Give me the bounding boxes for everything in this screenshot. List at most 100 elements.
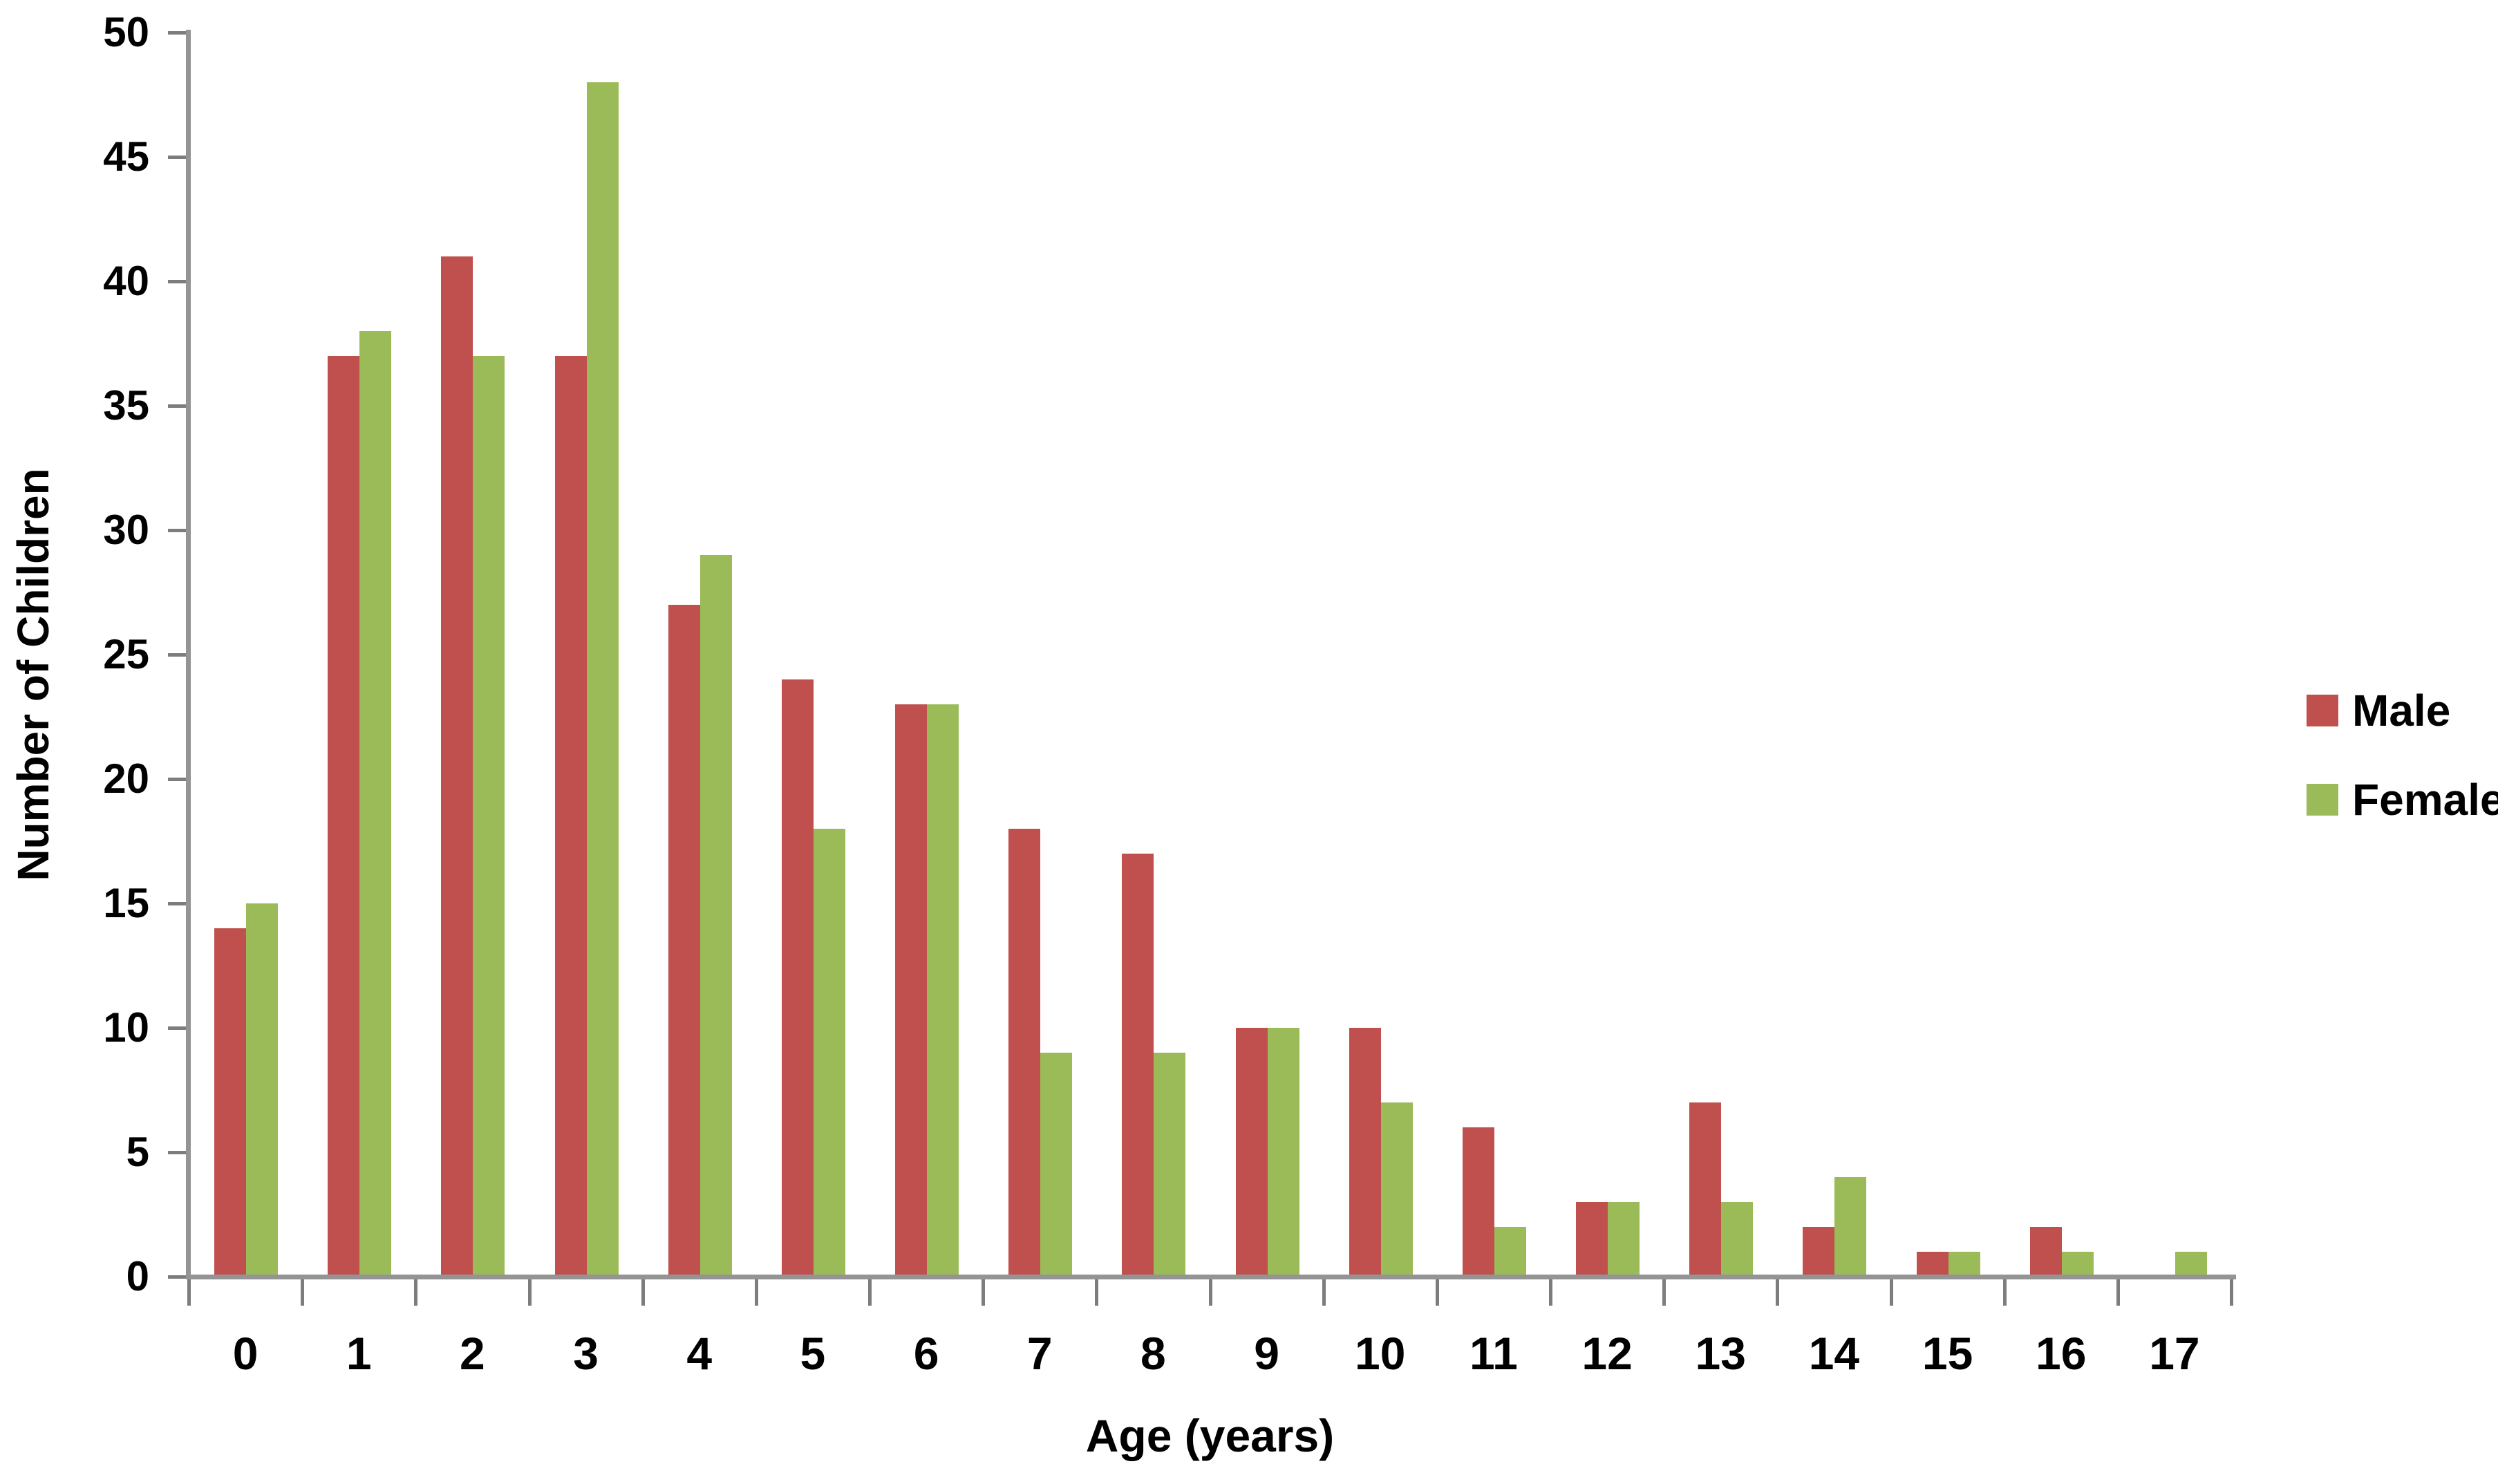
y-axis-tick: [168, 1026, 189, 1030]
bar-male-age-0: [214, 928, 246, 1277]
x-axis-tick: [2116, 1277, 2120, 1306]
bar-female-age-13: [1721, 1202, 1754, 1277]
bar-male-age-4: [668, 605, 700, 1277]
x-axis-tick: [641, 1277, 645, 1306]
bar-male-age-11: [1462, 1127, 1494, 1277]
bar-male-age-6: [895, 704, 927, 1277]
y-tick-label: 35: [103, 382, 149, 429]
bar-female-age-4: [699, 555, 732, 1277]
x-category-label: 7: [1026, 1328, 1053, 1379]
legend-item-male: Male: [2307, 686, 2498, 735]
x-category-label: 12: [1581, 1328, 1633, 1379]
bar-female-age-14: [1834, 1177, 1867, 1277]
x-category-label: 3: [573, 1328, 599, 1379]
x-category-label: 2: [460, 1328, 485, 1379]
y-tick-label: 20: [103, 755, 149, 802]
y-axis-line: [186, 30, 191, 1279]
x-axis-tick: [527, 1277, 532, 1306]
bar-female-age-12: [1608, 1202, 1640, 1277]
bar-female-age-8: [1154, 1053, 1186, 1277]
x-axis-tick: [754, 1277, 758, 1306]
bar-male-age-1: [328, 356, 360, 1277]
bar-male-age-16: [2029, 1227, 2062, 1277]
x-category-label: 8: [1140, 1328, 1166, 1379]
bar-female-age-11: [1494, 1227, 1526, 1277]
y-tick-label: 25: [103, 631, 149, 677]
bar-female-age-17: [2175, 1252, 2207, 1277]
x-category-label: 13: [1695, 1328, 1746, 1379]
bar-male-age-7: [1008, 829, 1041, 1277]
bar-male-age-14: [1803, 1227, 1835, 1277]
y-axis-tick: [168, 529, 189, 532]
y-axis-tick: [168, 902, 189, 905]
x-axis-line: [186, 1275, 2236, 1279]
bar-male-age-10: [1349, 1028, 1381, 1277]
legend-swatch-female-icon: [2307, 784, 2338, 816]
bar-female-age-6: [927, 704, 959, 1277]
y-tick-label: 15: [103, 880, 149, 926]
y-tick-label: 30: [103, 507, 149, 553]
x-axis-tick: [414, 1277, 418, 1306]
bar-female-age-9: [1267, 1028, 1299, 1277]
x-category-label: 1: [346, 1328, 372, 1379]
legend-label-male: Male: [2352, 686, 2451, 735]
x-axis-tick: [982, 1277, 986, 1306]
y-axis-tick: [168, 156, 189, 159]
bar-male-age-3: [554, 356, 587, 1277]
legend-item-female: Female: [2307, 775, 2498, 825]
bar-male-age-9: [1235, 1028, 1268, 1277]
y-axis-tick: [168, 1151, 189, 1154]
bar-male-age-8: [1122, 854, 1154, 1277]
y-tick-label: 40: [103, 258, 149, 304]
x-axis-tick: [2002, 1277, 2007, 1306]
bar-female-age-16: [2061, 1252, 2094, 1277]
x-category-label: 4: [686, 1328, 713, 1379]
x-axis-tick: [1435, 1277, 1439, 1306]
y-tick-label: 50: [103, 9, 149, 55]
legend-label-female: Female: [2352, 775, 2498, 825]
y-tick-label: 0: [126, 1253, 149, 1299]
x-category-label: 17: [2149, 1328, 2200, 1379]
x-category-label: 5: [800, 1328, 826, 1379]
x-category-label: 9: [1254, 1328, 1279, 1379]
bar-female-age-7: [1040, 1053, 1073, 1277]
y-axis-tick: [168, 778, 189, 781]
bar-female-age-2: [473, 356, 505, 1277]
x-category-label: 14: [1808, 1328, 1860, 1379]
y-axis-tick: [168, 280, 189, 283]
bar-female-age-3: [586, 82, 619, 1277]
x-axis-tick: [301, 1277, 305, 1306]
y-axis-tick: [168, 1275, 189, 1279]
x-axis-tick: [1322, 1277, 1326, 1306]
x-axis-tick: [1776, 1277, 1780, 1306]
bar-male-age-2: [441, 256, 473, 1277]
x-axis-tick: [1889, 1277, 1893, 1306]
x-category-label: 11: [1469, 1328, 1518, 1379]
y-tick-label: 45: [103, 133, 149, 180]
x-axis-tick: [1208, 1277, 1212, 1306]
x-axis-tick: [2230, 1277, 2233, 1306]
x-axis-tick: [1095, 1277, 1099, 1306]
x-axis-tick: [187, 1277, 191, 1306]
y-axis-tick: [168, 404, 189, 408]
x-category-label: 6: [913, 1328, 939, 1379]
y-tick-label: 10: [103, 1004, 149, 1051]
bar-female-age-0: [246, 903, 278, 1277]
bar-female-age-1: [359, 331, 392, 1277]
bar-female-age-10: [1380, 1102, 1413, 1277]
legend: Male Female: [2307, 686, 2498, 870]
legend-swatch-male-icon: [2307, 695, 2338, 726]
x-category-label: 16: [2036, 1328, 2087, 1379]
x-axis-tick: [868, 1277, 872, 1306]
y-axis-tick: [168, 653, 189, 657]
bar-male-age-15: [1916, 1252, 1948, 1277]
x-category-label: 10: [1355, 1328, 1406, 1379]
y-tick-label: 5: [126, 1129, 149, 1175]
x-axis-tick: [1549, 1277, 1552, 1306]
bar-male-age-13: [1689, 1102, 1722, 1277]
x-category-label: 15: [1922, 1328, 1973, 1379]
bar-male-age-12: [1576, 1202, 1608, 1277]
bar-female-age-5: [813, 829, 845, 1277]
x-axis-title: Age (years): [1085, 1410, 1335, 1461]
